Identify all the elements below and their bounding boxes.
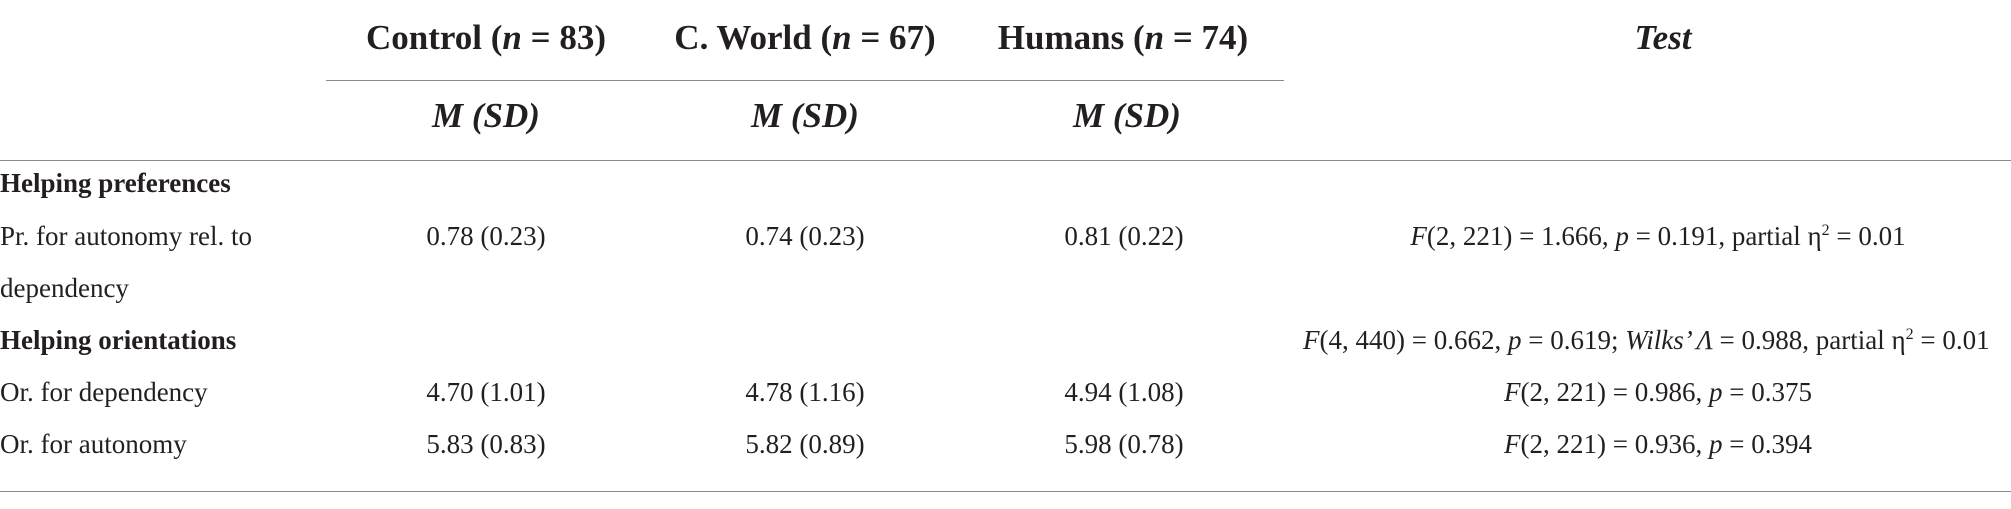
header-humans: Humans (n = 74) [997, 18, 1249, 57]
table-bottom-rule [0, 491, 2011, 492]
header-bottom-rule [0, 160, 2011, 161]
header-test: Test [1634, 18, 1692, 57]
cell-test: F(2, 221) = 0.986, p = 0.375 [1504, 377, 1812, 407]
cell-control: 5.83 (0.83) [426, 429, 546, 459]
row-label: Or. for dependency [0, 377, 208, 407]
row-label-continued: dependency [0, 273, 129, 303]
cell-test: F(2, 221) = 0.936, p = 0.394 [1504, 429, 1812, 459]
header-cworld: C. World (n = 67) [674, 18, 936, 57]
cell-humans: 5.98 (0.78) [1064, 429, 1184, 459]
cell-humans: 0.81 (0.22) [1064, 221, 1184, 251]
cell-control: 0.78 (0.23) [426, 221, 546, 251]
row-label: Pr. for autonomy rel. to [0, 221, 252, 251]
section-helping-preferences: Helping preferences [0, 168, 231, 198]
subheader-humans: M (SD) [1073, 96, 1181, 135]
cell-cworld: 4.78 (1.16) [745, 377, 865, 407]
row-label: Or. for autonomy [0, 429, 187, 459]
subheader-control: M (SD) [432, 96, 540, 135]
subheader-cworld: M (SD) [751, 96, 859, 135]
cell-control: 4.70 (1.01) [426, 377, 546, 407]
header-control: Control (n = 83) [365, 18, 607, 57]
cell-test: F(2, 221) = 1.666, p = 0.191, partial η2… [1410, 221, 1906, 251]
header-underline [326, 80, 1284, 81]
cell-cworld: 0.74 (0.23) [745, 221, 865, 251]
cell-cworld: 5.82 (0.89) [745, 429, 865, 459]
section-helping-orientations: Helping orientations [0, 325, 237, 355]
cell-humans: 4.94 (1.08) [1064, 377, 1184, 407]
cell-test: F(4, 440) = 0.662, p = 0.619; Wilks’ Λ =… [1303, 325, 1990, 355]
